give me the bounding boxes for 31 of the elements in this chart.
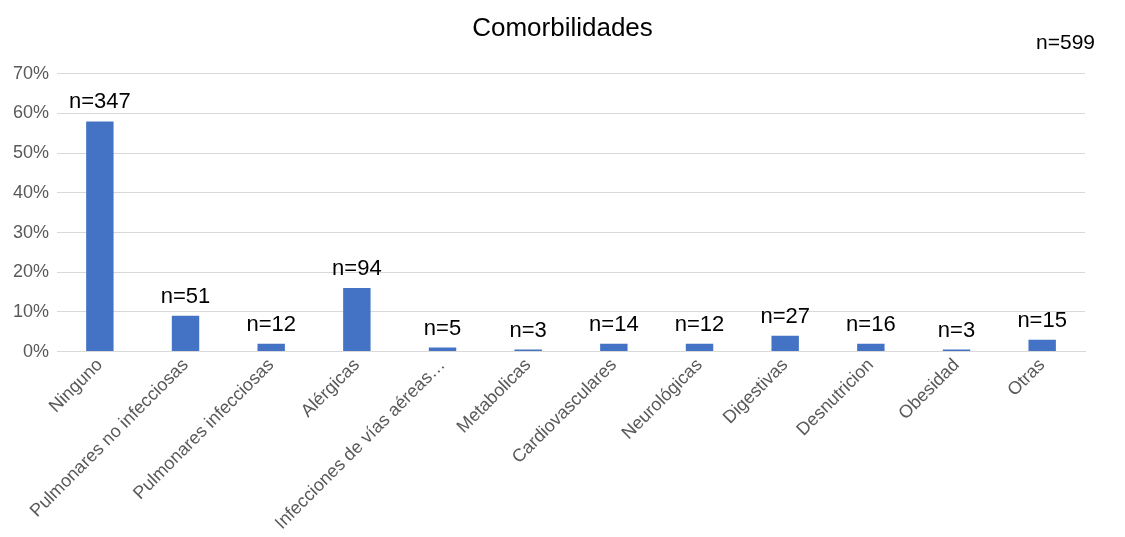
annotation: n=16 xyxy=(846,310,896,336)
bar xyxy=(171,315,200,352)
bar xyxy=(600,343,628,352)
y-tick-label: 60% xyxy=(13,102,50,123)
y-tick-label: 70% xyxy=(13,62,50,83)
annotation: n=14 xyxy=(589,310,639,336)
annotation: n=12 xyxy=(674,310,725,336)
bar xyxy=(771,335,799,352)
annotation: n=3 xyxy=(509,316,547,342)
y-tick-label: 40% xyxy=(13,181,50,202)
annotation: n=27 xyxy=(760,302,810,328)
bar xyxy=(857,343,885,352)
y-tick-label: 50% xyxy=(13,142,50,163)
bar xyxy=(343,288,371,352)
bar xyxy=(685,343,714,352)
chart-title: Comorbilidades xyxy=(472,12,653,42)
annotation: n=94 xyxy=(332,255,382,281)
y-tick-label: 10% xyxy=(13,300,50,321)
annotation: n=347 xyxy=(68,88,131,114)
bar xyxy=(86,121,114,352)
annotation: n=15 xyxy=(1017,306,1067,332)
y-tick-label: 30% xyxy=(13,221,50,242)
annotation: n=5 xyxy=(423,314,462,340)
annotation: n=3 xyxy=(937,316,976,342)
text: n=599 xyxy=(1036,30,1095,54)
bar xyxy=(257,343,285,352)
y-tick-label: 20% xyxy=(13,261,50,282)
annotation: n=51 xyxy=(160,282,211,308)
y-tick-label: 0% xyxy=(23,340,50,361)
bar xyxy=(1028,339,1056,352)
annotation: n=12 xyxy=(246,310,296,336)
